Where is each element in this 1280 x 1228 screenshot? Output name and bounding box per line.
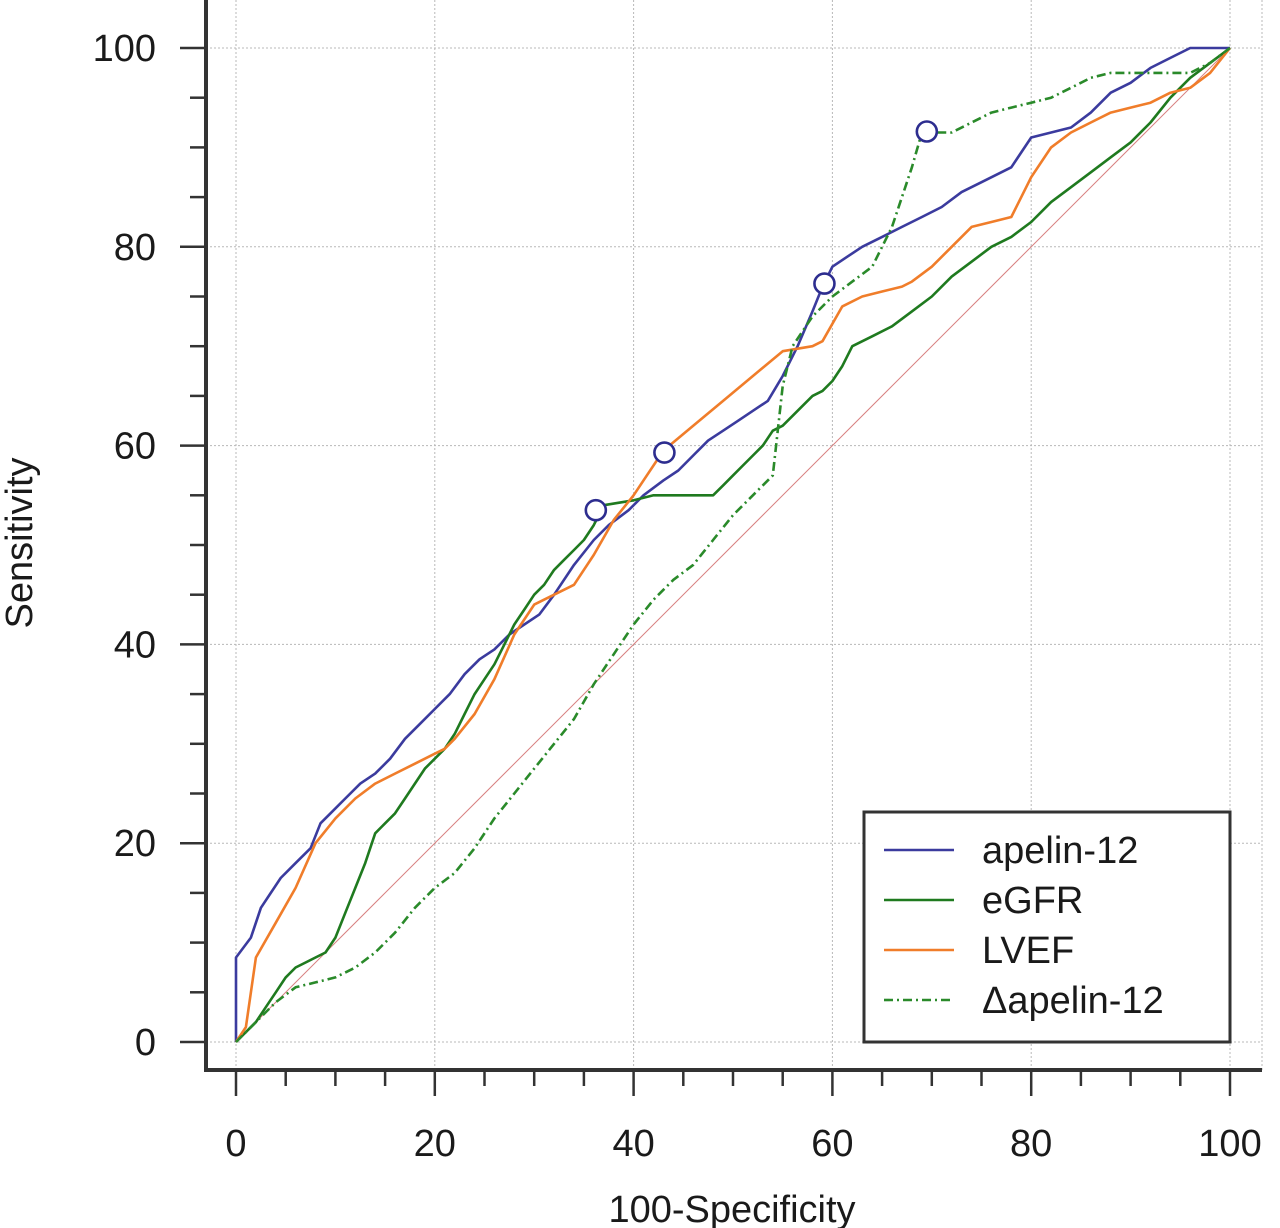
y-tick-label: 100 xyxy=(93,28,156,70)
x-tick-label: 100 xyxy=(1198,1123,1261,1165)
x-tick-label: 80 xyxy=(1010,1123,1052,1165)
y-tick-label: 20 xyxy=(114,823,156,865)
x-tick-label: 0 xyxy=(225,1123,246,1165)
y-axis-title: Sensitivity xyxy=(0,457,41,628)
y-axis-ticks: 0 20 40 60 80 100 xyxy=(93,28,206,1064)
cutoff-marker-2 xyxy=(653,441,676,464)
y-tick-label: 0 xyxy=(135,1022,156,1064)
series-line-4 xyxy=(235,46,1231,1043)
legend-label-4: Δapelin-12 xyxy=(982,980,1164,1022)
cutoff-marker-3 xyxy=(813,272,836,295)
legend-label-2: eGFR xyxy=(982,880,1083,922)
series-line-3 xyxy=(234,47,1232,1043)
marker-layer xyxy=(584,120,939,522)
cutoff-marker-4 xyxy=(915,120,939,143)
y-tick-label: 40 xyxy=(114,624,156,666)
x-tick-label: 20 xyxy=(414,1123,456,1165)
series-layer xyxy=(234,46,1232,1043)
y-tick-label: 60 xyxy=(114,426,156,468)
reference-diagonal-line xyxy=(235,47,1231,1043)
x-tick-label: 40 xyxy=(612,1123,654,1165)
x-axis-title: 100-Specificity xyxy=(608,1189,855,1228)
cutoff-marker-1 xyxy=(584,498,608,522)
x-tick-label: 60 xyxy=(811,1123,853,1165)
series-line-2 xyxy=(235,46,1231,1043)
legend: apelin-12 eGFR LVEF Δapelin-12 xyxy=(862,810,1232,1044)
legend-label-3: LVEF xyxy=(982,930,1074,972)
legend-label-1: apelin-12 xyxy=(982,830,1138,872)
series-line-1 xyxy=(234,46,1230,1042)
y-tick-label: 80 xyxy=(114,227,156,269)
x-axis-ticks: 0 20 40 60 80 100 xyxy=(225,1070,1262,1165)
